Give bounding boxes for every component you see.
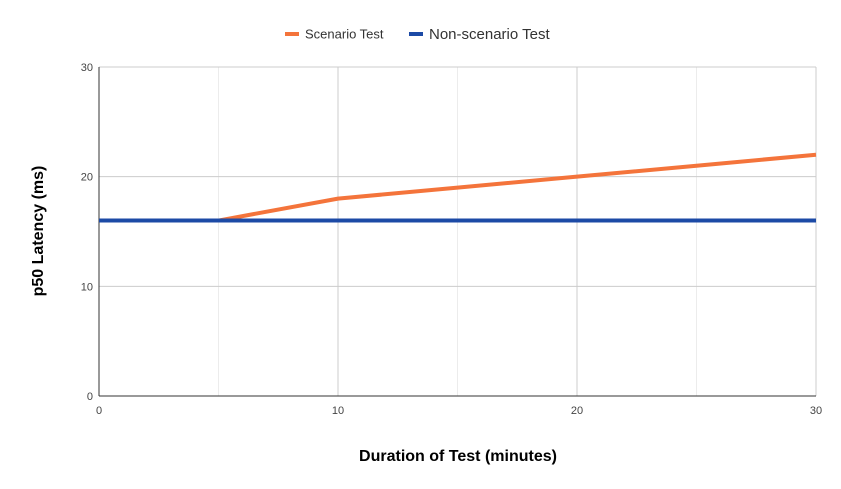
x-tick-label: 20 — [571, 405, 583, 417]
x-tick-label: 30 — [810, 405, 822, 417]
y-tick-label: 0 — [87, 391, 93, 403]
x-axis-title: Duration of Test (minutes) — [359, 448, 557, 465]
tick-labels: 0 10 20 30 0 10 20 30 — [81, 62, 822, 417]
y-axis-title: p50 Latency (ms) — [30, 166, 47, 297]
series-lines — [99, 152, 817, 223]
x-tick-label: 10 — [332, 405, 344, 417]
y-tick-label: 20 — [81, 172, 93, 184]
gridlines — [99, 66, 817, 396]
x-tick-label: 0 — [96, 405, 102, 417]
y-tick-label: 30 — [81, 62, 93, 74]
axes — [98, 67, 816, 397]
legend: Scenario Test Non-scenario Test — [285, 26, 550, 43]
legend-label-non-scenario-test: Non-scenario Test — [429, 26, 550, 43]
y-tick-label: 10 — [81, 281, 93, 293]
legend-label-scenario-test: Scenario Test — [305, 27, 384, 42]
